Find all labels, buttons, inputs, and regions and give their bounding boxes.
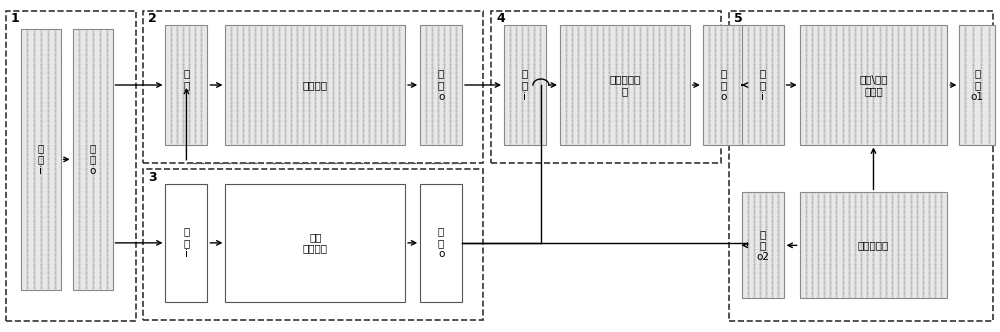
Bar	[143, 169, 483, 320]
Bar	[729, 11, 993, 321]
Text: 接
口
i: 接 口 i	[522, 68, 528, 102]
Text: 3: 3	[148, 171, 157, 184]
Text: 接
口
o1: 接 口 o1	[971, 68, 984, 102]
Bar	[959, 26, 995, 144]
Text: 补充
环境模型: 补充 环境模型	[303, 232, 328, 254]
Text: 接
口
o: 接 口 o	[438, 226, 444, 260]
Bar	[143, 11, 483, 163]
Bar	[225, 26, 405, 144]
Text: 接
口
o: 接 口 o	[721, 68, 727, 102]
Text: 开环\故障
测试层: 开环\故障 测试层	[859, 74, 888, 96]
Bar	[21, 29, 61, 290]
Bar	[742, 193, 784, 298]
Bar	[73, 29, 113, 290]
Bar	[504, 26, 546, 144]
Text: 接
口
i: 接 口 i	[760, 68, 766, 102]
Text: 人机交互口: 人机交互口	[858, 240, 889, 250]
Text: 2: 2	[148, 12, 157, 25]
Bar	[560, 26, 690, 144]
Bar	[165, 26, 207, 144]
Bar	[742, 26, 784, 144]
Bar	[800, 26, 947, 144]
Bar	[420, 26, 462, 144]
Text: 接
口
o2: 接 口 o2	[756, 229, 769, 262]
Text: 接
口
i: 接 口 i	[183, 68, 190, 102]
Text: 接
口
i: 接 口 i	[38, 143, 44, 176]
Bar	[420, 184, 462, 301]
Text: 接
口
o: 接 口 o	[89, 143, 96, 176]
Bar	[165, 184, 207, 301]
Text: 4: 4	[496, 12, 505, 25]
Bar	[225, 184, 405, 301]
Bar	[491, 11, 721, 163]
Text: 接
口
i: 接 口 i	[183, 226, 190, 260]
Bar	[6, 11, 136, 321]
Text: 5: 5	[734, 12, 742, 25]
Text: 接
口
o: 接 口 o	[438, 68, 444, 102]
Text: 1: 1	[11, 12, 19, 25]
Text: 环境模型: 环境模型	[303, 80, 328, 90]
Bar	[800, 193, 947, 298]
Text: 仿真値引入
口: 仿真値引入 口	[609, 74, 640, 96]
Bar	[703, 26, 745, 144]
